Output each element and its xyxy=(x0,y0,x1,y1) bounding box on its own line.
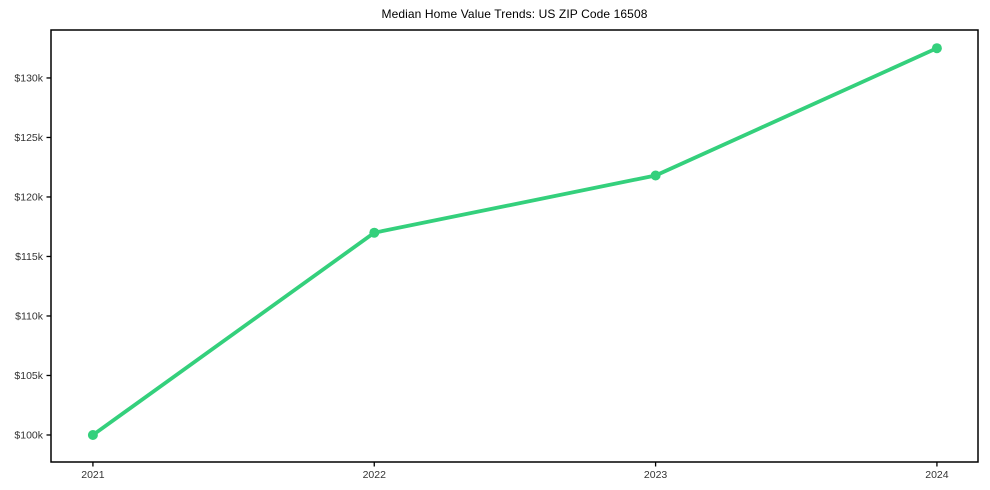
x-tick-label: 2024 xyxy=(925,469,949,481)
data-point xyxy=(369,227,380,238)
data-point xyxy=(931,43,942,54)
x-tick-label: 2022 xyxy=(363,469,387,481)
y-tick-label: $110k xyxy=(15,310,44,322)
x-tick-label: 2021 xyxy=(81,469,105,481)
y-tick-label: $115k xyxy=(15,251,44,263)
y-tick-label: $105k xyxy=(14,370,43,382)
y-tick-label: $125k xyxy=(14,132,43,144)
y-tick-label: $130k xyxy=(14,72,43,84)
y-tick-label: $120k xyxy=(14,191,43,203)
data-point xyxy=(87,430,98,440)
plot-area xyxy=(50,29,979,463)
y-tick-label: $100k xyxy=(14,429,43,441)
chart-title: Median Home Value Trends: US ZIP Code 16… xyxy=(381,7,648,21)
trend-line xyxy=(91,46,939,437)
data-point xyxy=(650,170,661,181)
x-tick-label: 2023 xyxy=(644,469,668,481)
